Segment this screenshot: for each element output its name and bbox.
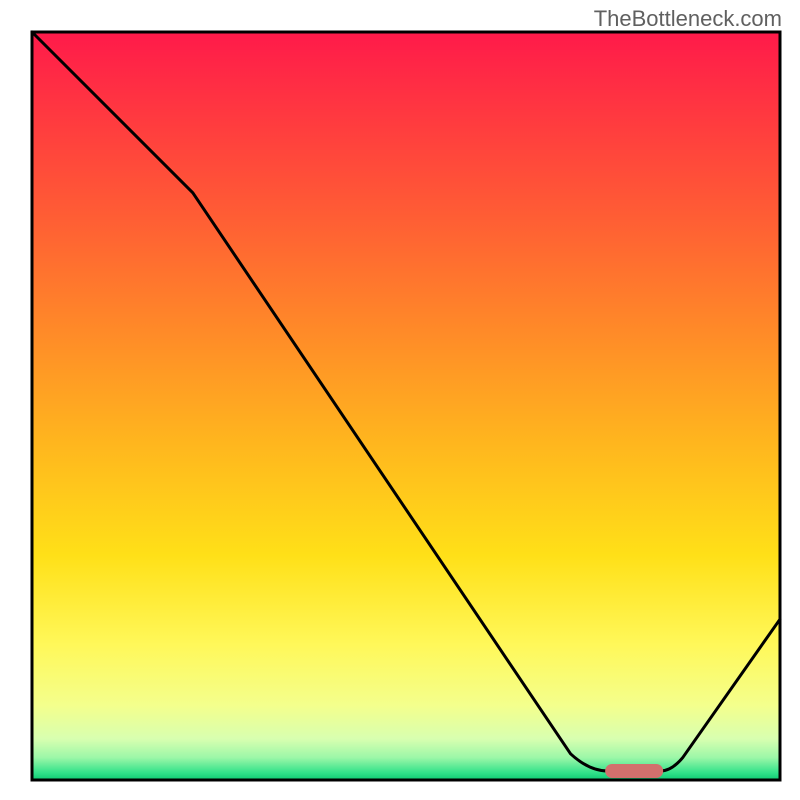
optimal-marker <box>605 764 663 778</box>
watermark-text: TheBottleneck.com <box>594 6 782 32</box>
chart-container: TheBottleneck.com <box>0 0 800 800</box>
bottleneck-chart <box>0 0 800 800</box>
